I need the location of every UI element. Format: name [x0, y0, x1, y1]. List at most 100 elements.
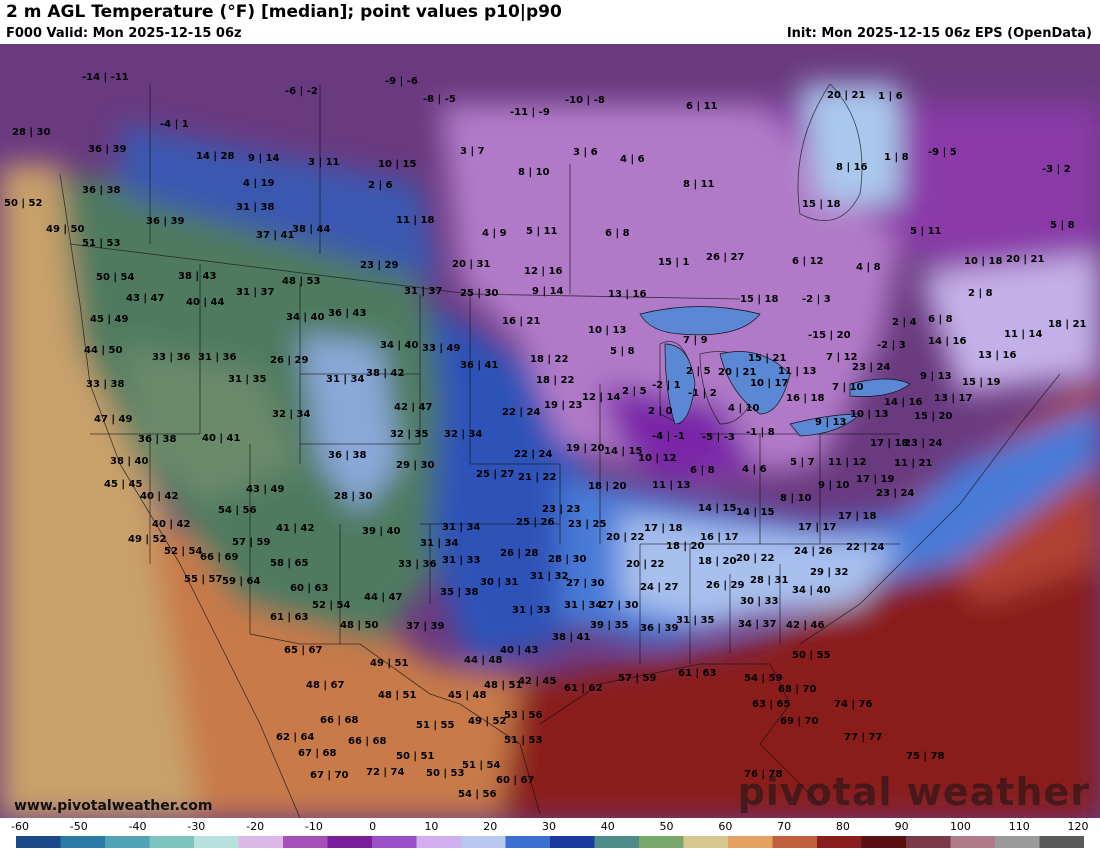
point-value-label: 31 | 32	[530, 571, 569, 582]
point-value-label: 5 | 7	[790, 457, 815, 468]
point-value-label: 77 | 77	[844, 732, 883, 743]
point-value-label: 45 | 49	[90, 314, 129, 325]
point-value-label: 8 | 11	[683, 179, 715, 190]
point-value-label: 32 | 35	[390, 429, 429, 440]
site-label[interactable]: www.pivotalweather.com	[14, 798, 213, 814]
point-value-label: 37 | 39	[406, 621, 445, 632]
point-value-label: -9 | 5	[928, 147, 957, 158]
point-value-label: -1 | 2	[688, 388, 717, 399]
point-value-label: 22 | 24	[502, 407, 541, 418]
point-value-label: 66 | 68	[348, 736, 387, 747]
point-value-label: 10 | 13	[850, 409, 889, 420]
colorbar-segment	[639, 836, 684, 848]
point-value-label: 1 | 6	[878, 91, 903, 102]
point-value-label: 48 | 67	[306, 680, 345, 691]
colorbar-tick-label: -40	[128, 820, 147, 833]
point-value-label: 5 | 11	[910, 226, 942, 237]
colorbar-tick-label: 40	[600, 820, 615, 833]
point-value-label: 23 | 24	[852, 362, 891, 373]
colorbar-tick-label: -10	[304, 820, 323, 833]
point-value-label: 36 | 38	[328, 450, 367, 461]
temperature-map[interactable]: -14 | -11 -9 | -6 -6 | -2 -8 | -5 -10 | -8 -1…	[0, 44, 1100, 818]
point-value-label: 49 | 52	[128, 534, 167, 545]
point-value-label: 2 | 0	[648, 406, 673, 417]
point-value-label: 12 | 16	[524, 266, 563, 277]
point-value-label: -2 | 1	[652, 380, 681, 391]
point-value-label: 11 | 13	[778, 366, 817, 377]
point-value-label: 4 | 10	[728, 403, 760, 414]
point-value-label: 48 | 51	[378, 690, 417, 701]
point-value-label: 52 | 54	[164, 546, 203, 557]
point-value-label: 13 | 17	[934, 393, 973, 404]
point-value-label: 9 | 14	[532, 286, 564, 297]
colorbar-segment	[950, 836, 996, 848]
point-value-label: 31 | 34	[420, 538, 459, 549]
point-value-label: 65 | 67	[284, 645, 323, 656]
point-value-label: 7 | 9	[683, 335, 708, 346]
point-value-label: 61 | 62	[564, 683, 603, 694]
colorbar-segment	[16, 836, 61, 848]
colorbar-tick-label: 50	[659, 820, 674, 833]
point-value-label: 17 | 18	[870, 438, 909, 449]
point-value-label: 28 | 30	[334, 491, 373, 502]
point-value-label: 26 | 29	[270, 355, 309, 366]
colorbar-segment	[283, 836, 328, 848]
point-value-label: 10 | 15	[378, 159, 417, 170]
point-value-label: 2 | 8	[968, 288, 993, 299]
point-value-label: 31 | 34	[442, 522, 481, 533]
map-header: 2 m AGL Temperature (°F) [median]; point…	[0, 0, 1100, 44]
point-value-label: 34 | 37	[738, 619, 777, 630]
point-value-label: 16 | 21	[502, 316, 541, 327]
point-value-label: -9 | -6	[385, 76, 418, 87]
colorbar-tick-label: 90	[894, 820, 909, 833]
point-value-label: 61 | 63	[678, 668, 717, 679]
colorbar-segment	[594, 836, 640, 848]
colorbar-ticks: -60 -50 -40 -30 -20 -10 0 10 20 30 40 50 60 70 80 90 100…	[0, 818, 1100, 834]
point-value-label: 11 | 13	[652, 480, 691, 491]
point-value-label: 36 | 43	[328, 308, 367, 319]
point-value-label: 50 | 52	[4, 198, 43, 209]
point-value-label: -10 | -8	[565, 95, 605, 106]
point-value-label: 28 | 31	[750, 575, 789, 586]
point-value-label: 20 | 21	[718, 367, 757, 378]
point-value-label: 31 | 37	[404, 286, 443, 297]
point-value-label: 31 | 33	[442, 555, 481, 566]
point-value-label: 11 | 21	[894, 458, 933, 469]
point-value-label: 49 | 50	[46, 224, 85, 235]
point-value-label: 48 | 53	[282, 276, 321, 287]
point-value-label: 54 | 59	[744, 673, 783, 684]
point-value-label: 15 | 20	[914, 411, 953, 422]
point-value-label: 3 | 7	[460, 146, 485, 157]
point-value-label: 18 | 20	[698, 556, 737, 567]
point-value-label: 60 | 67	[496, 775, 535, 786]
point-value-label: -6 | -2	[285, 86, 318, 97]
point-value-label: 39 | 40	[362, 526, 401, 537]
point-value-label: 10 | 13	[588, 325, 627, 336]
point-value-label: 6 | 12	[792, 256, 824, 267]
point-value-label: 67 | 68	[298, 748, 337, 759]
point-value-label: 31 | 37	[236, 287, 275, 298]
colorbar-segment	[194, 836, 239, 848]
point-value-label: 76 | 78	[744, 769, 783, 780]
point-value-label: 34 | 40	[286, 312, 325, 323]
valid-time: F000 Valid: Mon 2025-12-15 06z	[6, 26, 242, 41]
colorbar-segment	[327, 836, 373, 848]
point-value-label: 2 | 5	[622, 386, 647, 397]
point-value-label: 7 | 12	[826, 352, 858, 363]
point-value-label: 21 | 22	[518, 472, 557, 483]
colorbar-tick-label: 100	[949, 820, 971, 833]
point-value-label: 14 | 15	[736, 507, 775, 518]
point-value-label: 14 | 16	[884, 397, 923, 408]
point-value-label: 30 | 31	[480, 577, 519, 588]
point-value-label: 17 | 18	[644, 523, 683, 534]
point-value-label: 15 | 18	[802, 199, 841, 210]
point-value-label: 4 | 19	[243, 178, 275, 189]
colorbar-tick-label: -50	[69, 820, 88, 833]
point-value-label: 20 | 31	[452, 259, 491, 270]
point-value-label: 23 | 23	[542, 504, 581, 515]
colorbar-segment	[60, 836, 106, 848]
point-value-label: 2 | 4	[892, 317, 917, 328]
point-value-label: 3 | 11	[308, 157, 340, 168]
point-value-label: 27 | 30	[600, 600, 639, 611]
colorbar-segment	[461, 836, 506, 848]
